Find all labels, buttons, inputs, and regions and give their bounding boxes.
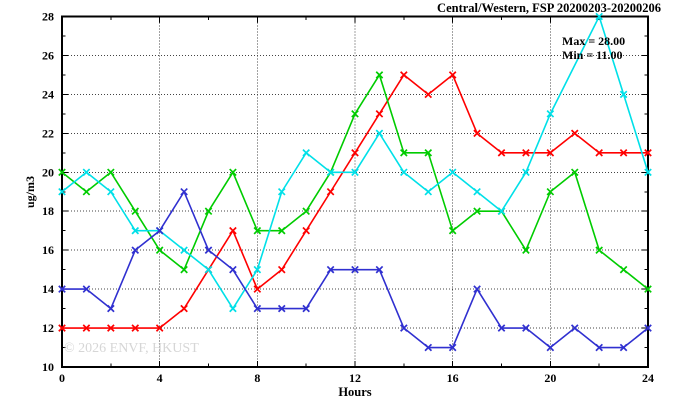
y-tick-label: 12 [42, 321, 54, 335]
max-value-label: Max = 28.00 [562, 34, 626, 48]
series-day-2-green [58, 71, 652, 293]
grid-lines [62, 16, 648, 367]
y-tick-label: 28 [42, 10, 54, 24]
y-tick-label: 20 [42, 165, 54, 179]
y-tick-label: 18 [42, 204, 54, 218]
series-day-3-cyan [58, 12, 652, 313]
max-min-annotation: Max = 28.00 Min = 11.00 [562, 34, 625, 62]
x-tick-label: 0 [59, 371, 65, 385]
x-tick-label: 24 [642, 371, 654, 385]
y-tick-label: 22 [42, 126, 54, 140]
x-tick-label: 12 [349, 371, 361, 385]
tick-labels: 10 12 14 16 18 20 22 24 26 28 0 4 8 12 16 20 24 [42, 10, 654, 386]
y-tick-label: 14 [42, 282, 54, 296]
series-day-1-red [58, 71, 652, 332]
watermark: © 2026 ENVF, HKUST [64, 341, 199, 356]
y-tick-label: 24 [42, 87, 54, 101]
x-axis-label: Hours [338, 385, 372, 399]
x-tick-label: 20 [544, 371, 556, 385]
x-tick-label: 16 [447, 371, 459, 385]
y-axis-label: ug/m3 [23, 176, 37, 209]
min-value-label: Min = 11.00 [562, 48, 623, 62]
y-tick-label: 10 [42, 360, 54, 374]
chart-title: Central/Western, FSP 20200203-20200206 [437, 1, 661, 15]
x-tick-label: 4 [157, 371, 163, 385]
x-tick-label: 8 [254, 371, 260, 385]
series-day-4-blue [58, 187, 652, 352]
y-tick-label: 26 [42, 48, 54, 62]
y-tick-label: 16 [42, 243, 54, 257]
